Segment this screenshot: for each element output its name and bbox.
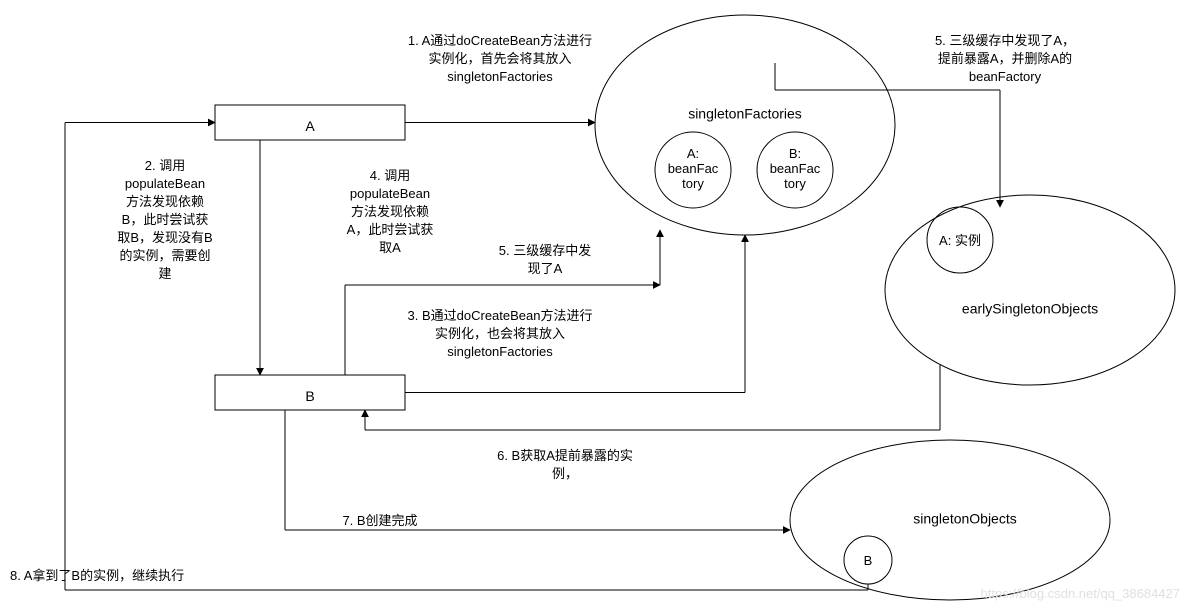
- svg-text:singletonFactories: singletonFactories: [447, 69, 553, 84]
- svg-text:singletonFactories: singletonFactories: [688, 106, 802, 122]
- svg-text:6. B获取A提前暴露的实: 6. B获取A提前暴露的实: [497, 448, 633, 463]
- svg-text:singletonFactories: singletonFactories: [447, 344, 553, 359]
- svg-text:现了A: 现了A: [528, 261, 563, 276]
- svg-text:A:: A:: [687, 146, 699, 161]
- svg-text:B: B: [305, 388, 314, 404]
- svg-text:B，此时尝试获: B，此时尝试获: [122, 212, 209, 227]
- svg-text:提前暴露A，并删除A的: 提前暴露A，并删除A的: [938, 51, 1072, 66]
- svg-text:A，此时尝试获: A，此时尝试获: [347, 222, 434, 237]
- svg-text:A: A: [305, 118, 315, 134]
- svg-text:实例化，首先会将其放入: 实例化，首先会将其放入: [428, 51, 571, 66]
- svg-text:tory: tory: [784, 176, 806, 191]
- svg-text:tory: tory: [682, 176, 704, 191]
- svg-text:的实例，需要创: 的实例，需要创: [119, 248, 210, 263]
- svg-text:建: 建: [158, 266, 171, 281]
- svg-text:取A: 取A: [379, 240, 401, 255]
- svg-text:beanFac: beanFac: [770, 161, 821, 176]
- svg-text:8. A拿到了B的实例，继续执行: 8. A拿到了B的实例，继续执行: [10, 568, 184, 583]
- svg-text:例，: 例，: [552, 466, 578, 481]
- svg-text:A: 实例: A: 实例: [939, 233, 981, 248]
- svg-text:beanFac: beanFac: [668, 161, 719, 176]
- svg-text:singletonObjects: singletonObjects: [913, 511, 1017, 527]
- svg-text:populateBean: populateBean: [350, 186, 430, 201]
- svg-text:4. 调用: 4. 调用: [370, 168, 410, 183]
- svg-text:1. A通过doCreateBean方法进行: 1. A通过doCreateBean方法进行: [408, 33, 592, 48]
- svg-text:beanFactory: beanFactory: [969, 69, 1042, 84]
- svg-text:方法发现依赖: 方法发现依赖: [126, 194, 204, 209]
- svg-text:populateBean: populateBean: [125, 176, 205, 191]
- svg-text:取B，发现没有B: 取B，发现没有B: [117, 230, 212, 245]
- svg-text:5. 三级缓存中发现了A，: 5. 三级缓存中发现了A，: [935, 33, 1075, 48]
- svg-text:5. 三级缓存中发: 5. 三级缓存中发: [499, 243, 591, 258]
- svg-text:B:: B:: [789, 146, 801, 161]
- svg-text:earlySingletonObjects: earlySingletonObjects: [962, 301, 1098, 317]
- watermark: https://blog.csdn.net/qq_38684427: [981, 586, 1181, 601]
- svg-text:实例化，也会将其放入: 实例化，也会将其放入: [435, 326, 565, 341]
- svg-text:2. 调用: 2. 调用: [145, 158, 185, 173]
- svg-text:B: B: [864, 553, 873, 568]
- svg-text:方法发现依赖: 方法发现依赖: [351, 204, 429, 219]
- svg-text:7. B创建完成: 7. B创建完成: [342, 513, 417, 528]
- svg-text:3. B通过doCreateBean方法进行: 3. B通过doCreateBean方法进行: [408, 308, 593, 323]
